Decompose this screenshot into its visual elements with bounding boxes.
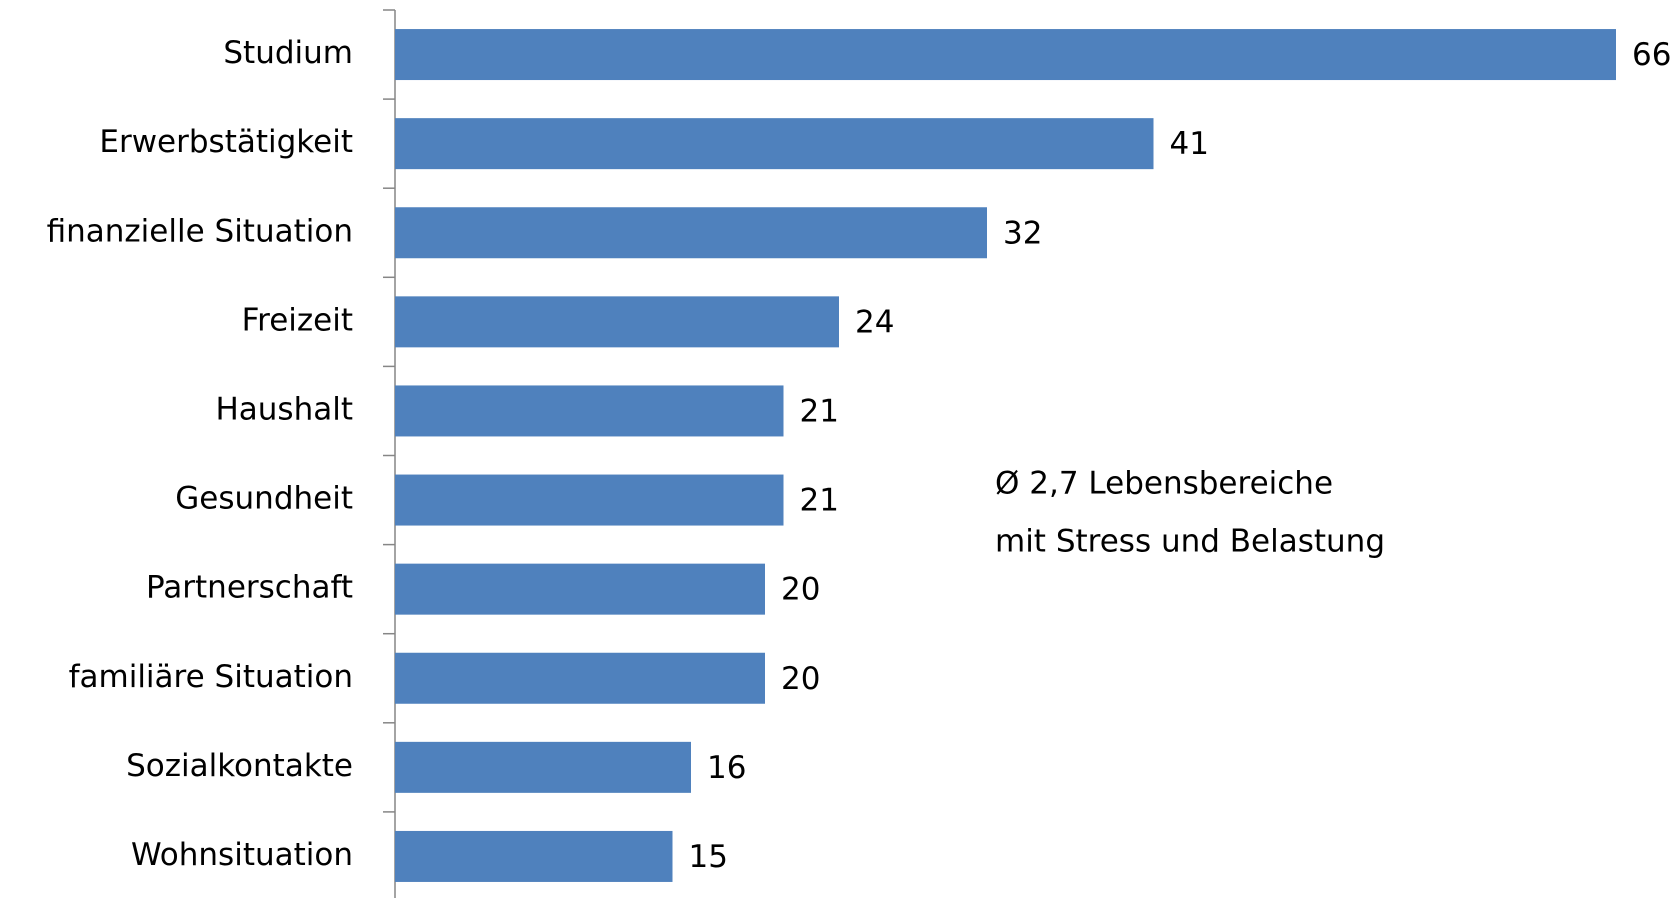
y-tick-label: Partnerschaft xyxy=(146,570,353,606)
data-label: 66 xyxy=(1632,37,1671,73)
data-label: 21 xyxy=(800,483,839,519)
bar xyxy=(395,29,1616,81)
data-label: 20 xyxy=(781,572,820,608)
annotation: Ø 2,7 Lebensbereiche xyxy=(995,466,1333,502)
y-tick-label: Wohnsituation xyxy=(131,837,353,873)
bar xyxy=(395,207,987,259)
data-label: 21 xyxy=(800,393,839,429)
y-tick-label: Studium xyxy=(223,35,353,71)
data-label: 15 xyxy=(689,839,728,875)
y-tick-label: Haushalt xyxy=(215,391,353,427)
bar xyxy=(395,563,765,615)
bar xyxy=(395,118,1154,170)
bar xyxy=(395,830,673,882)
y-tick-label: Sozialkontakte xyxy=(126,748,353,784)
y-tick-label: familiäre Situation xyxy=(69,659,353,695)
bar xyxy=(395,741,691,793)
y-tick-label: finanzielle Situation xyxy=(47,213,353,249)
y-tick-label: Erwerbstätigkeit xyxy=(99,124,353,160)
data-label: 16 xyxy=(707,750,746,786)
bar xyxy=(395,474,784,526)
data-label: 41 xyxy=(1170,126,1209,162)
data-label: 24 xyxy=(855,304,894,340)
y-tick-label: Gesundheit xyxy=(175,481,353,517)
data-label: 20 xyxy=(781,661,820,697)
bar xyxy=(395,652,765,704)
annotation: mit Stress und Belastung xyxy=(995,524,1385,560)
bar xyxy=(395,385,784,437)
y-tick-label: Freizeit xyxy=(242,302,353,338)
bar xyxy=(395,296,839,348)
data-label: 32 xyxy=(1003,215,1042,251)
